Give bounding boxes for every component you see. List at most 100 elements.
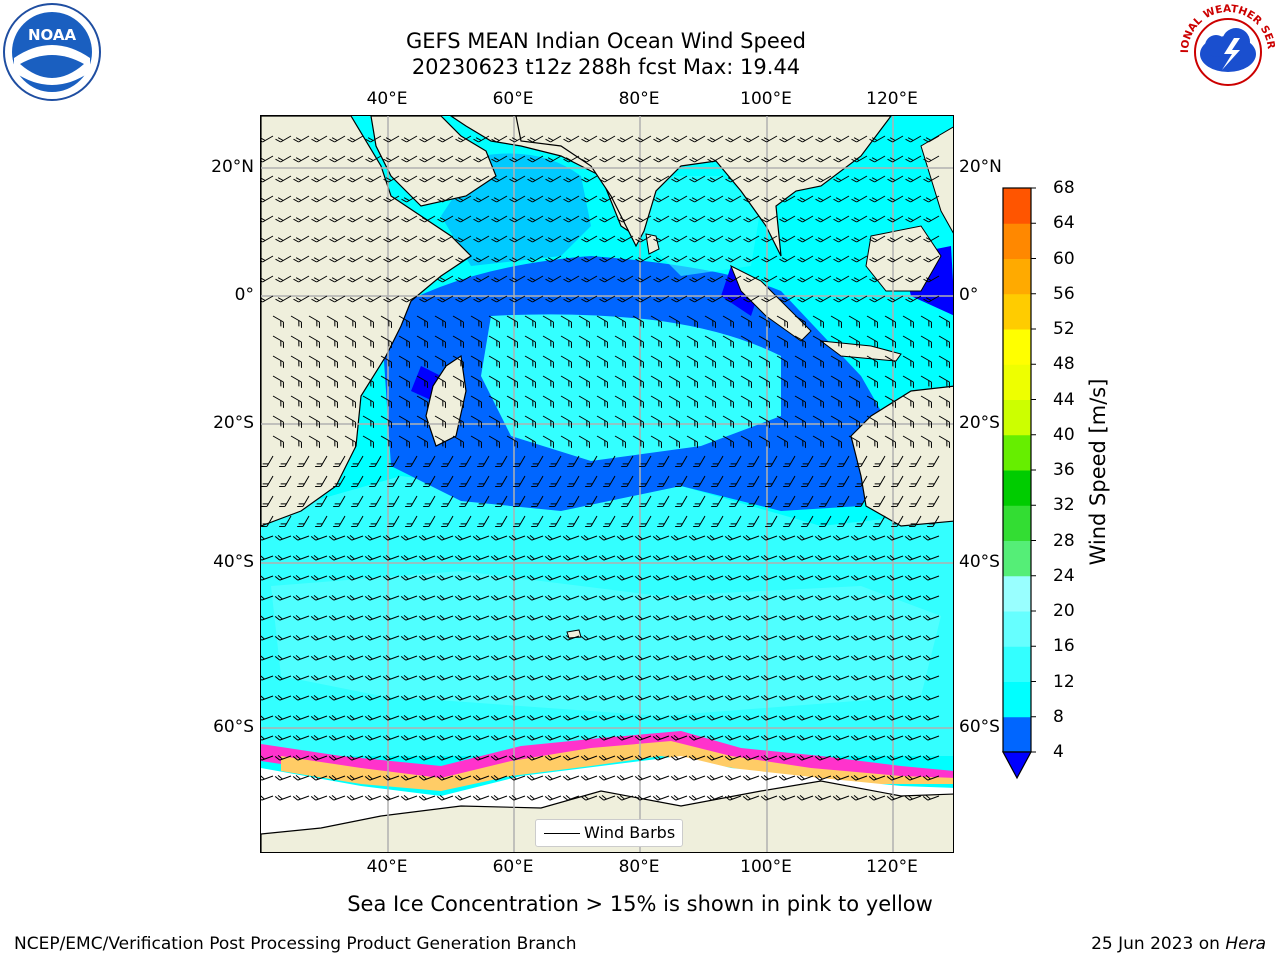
wind-barb [436,635,454,641]
wind-barb [923,255,940,263]
wind-barb [441,475,454,487]
wind-barb [760,555,778,561]
wind-barb [599,195,616,203]
wind-barb [742,775,760,781]
wind-barb [290,355,302,368]
wind-barb [639,475,652,487]
wind-barb [369,475,382,487]
wind-barb [635,275,652,283]
wind-barb [436,555,454,561]
wind-barb [706,575,724,581]
wind-barb [400,715,418,721]
wind-barb [812,375,824,388]
wind-barb [310,635,328,641]
wind-barb [886,535,904,541]
wind-barb [653,235,670,243]
wind-barb [526,575,544,581]
wind-barb [886,595,904,601]
wind-barb [292,675,310,681]
wind-barb [513,455,526,467]
wind-barb [398,395,410,408]
wind-barb [815,235,832,243]
wind-barb [473,135,490,143]
wind-barb [261,295,274,303]
wind-barb [362,355,374,368]
wind-barb [724,635,742,641]
wind-barb [308,375,320,388]
wind-barb [382,795,400,801]
wind-barb [578,375,590,388]
wind-barb [688,575,706,581]
wind-barb [614,335,626,348]
colorbar-segment [1003,646,1031,682]
wind-barb [632,395,644,408]
wind-barb [819,455,832,467]
wind-barb [902,435,914,448]
wind-barb [416,355,428,368]
wind-barb [580,555,598,561]
wind-barb [261,495,274,507]
wind-barb [261,275,274,283]
wind-barb [617,235,634,243]
wind-barb [868,575,886,581]
wind-barb [290,435,302,448]
wind-barb [526,655,544,661]
wind-barb [472,675,490,681]
wind-barb [495,475,508,487]
wind-barb [599,275,616,283]
wind-barb [722,335,734,348]
wind-barb [722,315,734,328]
wind-barb [272,415,284,428]
wind-barb [884,375,896,388]
wind-barb [796,715,814,721]
wind-barb [814,715,832,721]
wind-barb [454,795,472,801]
wind-barb [275,135,292,143]
wind-barb [635,215,652,223]
wind-barb [814,775,832,781]
wind-barb [812,335,824,348]
wind-barb [472,655,490,661]
wind-barb [743,155,760,163]
wind-barb [454,675,472,681]
wind-barb [855,475,868,487]
wind-barb [850,775,868,781]
wind-barb [650,355,662,368]
wind-barb [401,235,418,243]
wind-barb [868,635,886,641]
wind-barb [778,715,796,721]
wind-barb [311,175,328,183]
wind-barb [387,455,400,467]
wind-barb [837,475,850,487]
wind-barb [454,715,472,721]
wind-barb [578,335,590,348]
wind-barb [796,695,814,701]
wind-barb [765,475,778,487]
wind-barb [902,395,914,408]
colorbar-tick-label: 56 [1053,283,1075,304]
wind-barb [884,435,896,448]
wind-barb [675,515,688,527]
wind-barb [328,735,346,741]
wind-barb [614,315,626,328]
wind-barb [869,295,886,303]
wind-barb [671,215,688,223]
wind-barb [437,295,454,303]
wind-barb [452,315,464,328]
colorbar-tick-label: 64 [1053,213,1075,234]
wind-barb [344,375,356,388]
wind-barb [436,535,454,541]
legend-label: Wind Barbs [584,823,676,842]
wind-barb [617,295,634,303]
wind-barb [495,495,508,507]
wind-barb [509,235,526,243]
wind-barb [544,615,562,621]
wind-barb [274,675,292,681]
colorbar-segment [1003,575,1031,612]
wind-barb [347,155,364,163]
wind-barb [274,755,292,761]
wind-barb [491,295,508,303]
wind-barb [815,215,832,223]
colorbar-extend-arrow [1001,751,1033,780]
wind-barb [315,515,328,527]
